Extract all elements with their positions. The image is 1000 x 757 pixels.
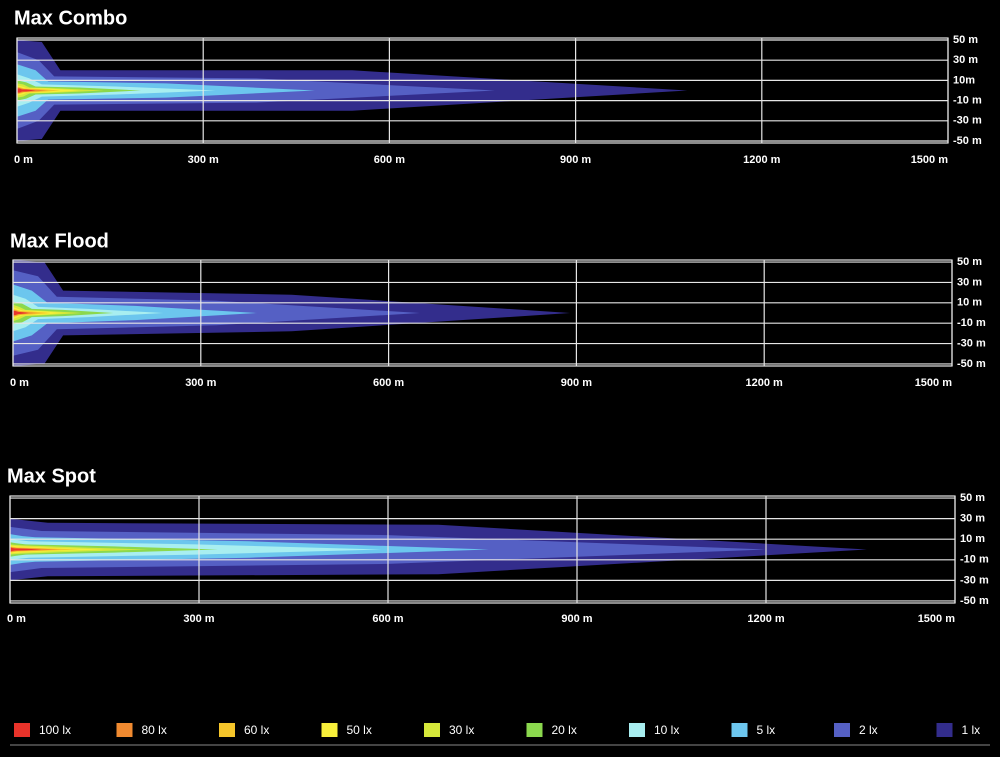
x-tick-label: 1500 m [918, 613, 956, 625]
y-tick-label: 10 m [960, 533, 985, 545]
x-tick-label: 0 m [7, 613, 26, 625]
x-tick-label: 300 m [185, 377, 216, 389]
plot-frame [12, 259, 953, 367]
y-tick-label: -10 m [960, 554, 989, 566]
x-tick-label: 900 m [561, 613, 592, 625]
y-tick-label: -50 m [957, 358, 986, 370]
y-tick-label: -30 m [957, 337, 986, 349]
y-tick-label: 30 m [957, 276, 982, 288]
x-tick-label: 1200 m [746, 377, 784, 389]
x-tick-label: 0 m [10, 377, 29, 389]
legend-label: 80 lx [142, 723, 167, 737]
beam-contour [13, 311, 29, 315]
y-tick-label: 10m [953, 74, 975, 86]
y-tick-label: -30 m [953, 115, 982, 127]
x-tick-label: 600 m [372, 613, 403, 625]
plot-frame [9, 495, 956, 604]
legend-label: 20 lx [552, 723, 577, 737]
beam-contour [17, 88, 36, 93]
y-tick-label: 50 m [953, 34, 978, 46]
legend-swatch [629, 723, 645, 737]
legend-swatch [834, 723, 850, 737]
beam-contour [10, 547, 42, 552]
chart-title: Max Flood [10, 230, 109, 252]
y-tick-label: -50 m [960, 595, 989, 607]
legend-label: 60 lx [244, 723, 269, 737]
y-tick-label: 30 m [953, 54, 978, 66]
x-tick-label: 1500 m [915, 377, 953, 389]
legend-label: 2 lx [859, 723, 878, 737]
x-tick-label: 300 m [183, 613, 214, 625]
legend-label: 50 lx [347, 723, 372, 737]
x-tick-label: 300 m [188, 154, 219, 166]
legend-label: 100 lx [39, 723, 71, 737]
x-tick-label: 1200 m [747, 613, 785, 625]
legend-swatch [731, 723, 748, 737]
chart-title: Max Spot [7, 465, 96, 487]
plot-frame [16, 37, 949, 144]
chart-title: Max Combo [14, 7, 127, 29]
y-tick-label: -30 m [960, 574, 989, 586]
x-tick-label: 600 m [373, 377, 404, 389]
x-tick-label: 900 m [561, 377, 592, 389]
legend-label: 1 lx [962, 723, 981, 737]
x-tick-label: 600 m [374, 154, 405, 166]
y-tick-label: -50 m [953, 135, 982, 147]
y-tick-label: 30 m [960, 513, 985, 525]
legend-label: 30 lx [449, 723, 474, 737]
legend-label: 5 lx [757, 723, 776, 737]
legend-swatch [219, 723, 235, 737]
legend-swatch [321, 723, 338, 737]
legend-swatch [526, 723, 543, 737]
legend-swatch [424, 723, 440, 737]
legend-swatch [116, 723, 133, 737]
legend-label: 10 lx [654, 723, 679, 737]
x-tick-label: 1200 m [743, 154, 781, 166]
y-tick-label: 50 m [957, 256, 982, 268]
x-tick-label: 900 m [560, 154, 591, 166]
legend-swatch [14, 723, 30, 737]
y-tick-label: -10 m [957, 317, 986, 329]
legend-swatch [936, 723, 953, 737]
y-tick-label: 10 m [957, 297, 982, 309]
y-tick-label: 50 m [960, 492, 985, 504]
y-tick-label: -10 m [953, 95, 982, 107]
x-tick-label: 0 m [14, 154, 33, 166]
x-tick-label: 1500 m [911, 154, 949, 166]
